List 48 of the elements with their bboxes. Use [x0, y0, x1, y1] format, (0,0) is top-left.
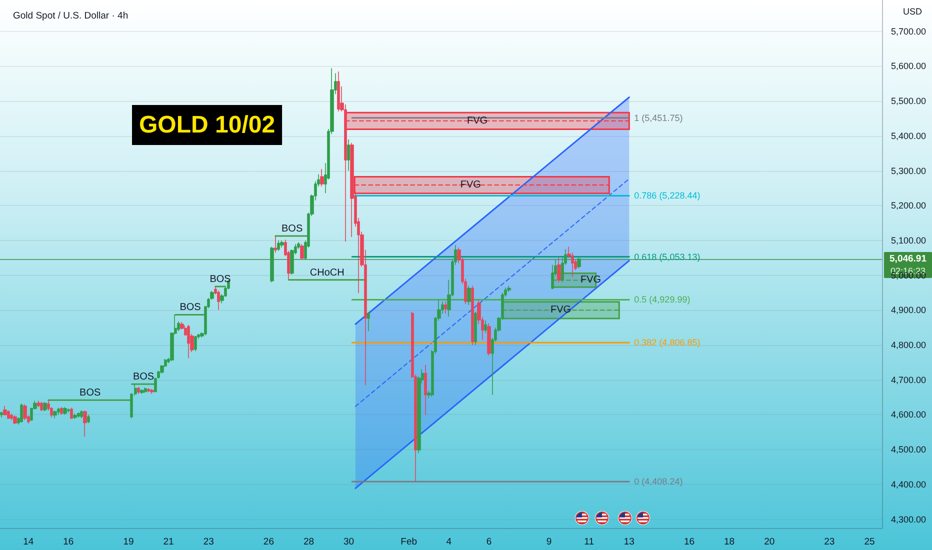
- x-tick-label: 20: [764, 536, 775, 548]
- annotation: BOS: [80, 388, 102, 399]
- y-tick-label: 4,400.00: [891, 479, 926, 490]
- y-tick-label: 5,500.00: [891, 96, 926, 106]
- series-label: 0.5 (4,929.99): [634, 294, 690, 305]
- x-tick-label: 18: [724, 536, 735, 548]
- x-tick-label: 19: [123, 536, 134, 548]
- x-tick-label: 16: [63, 536, 74, 548]
- annotation: CHoCH: [310, 267, 344, 278]
- x-tick-label: Feb: [400, 536, 418, 548]
- x-tick-label: 16: [684, 536, 695, 548]
- x-tick-label: 23: [203, 536, 214, 548]
- y-tick-label: 5,400.00: [891, 130, 926, 141]
- series-label: 1 (5,451.75): [634, 112, 683, 123]
- text: Gold Spot / U.S. Dollar · 4h: [13, 10, 128, 22]
- x-tick-label: 6: [486, 536, 492, 548]
- ref-line-label: 5,046.91: [890, 253, 928, 264]
- annotation: BOS: [132, 372, 154, 383]
- x-tick-label: 11: [584, 536, 594, 548]
- y-tick-label: 5,100.00: [891, 235, 926, 246]
- y-tick-label: 4,900.00: [891, 305, 926, 316]
- y-tick-label: 5,200.00: [891, 200, 926, 211]
- annotation: BOS: [281, 223, 303, 234]
- series-label: 0.382 (4,806.85): [634, 338, 700, 348]
- y-tick-label: 5,300.00: [891, 166, 926, 176]
- x-tick-label: 4: [446, 536, 452, 548]
- y-tick-label: 4,800.00: [891, 340, 926, 350]
- x-tick-label: 21: [163, 536, 174, 548]
- annotation: GOLD 10/02: [139, 112, 276, 138]
- y-tick-label: 4,500.00: [891, 444, 926, 455]
- x-tick-label: 26: [263, 536, 274, 548]
- y-tick-label: 4,700.00: [891, 374, 926, 385]
- y-tick-label: 4,300.00: [891, 514, 926, 524]
- x-tick-label: 14: [23, 536, 34, 548]
- annotation: BOS: [180, 302, 202, 314]
- y-tick-label: 5,600.00: [891, 61, 926, 72]
- y-tick-label: 5,700.00: [891, 26, 926, 36]
- x-tick-label: 25: [864, 536, 875, 548]
- series-label: 0.786 (5,228.44): [634, 190, 700, 201]
- annotation: BOS: [210, 274, 232, 285]
- x-tick-label: 9: [546, 536, 552, 548]
- x-tick-label: 28: [303, 536, 314, 548]
- x-tick-label: 30: [344, 536, 354, 548]
- x-tick-label: 13: [624, 536, 634, 548]
- series-label: 0 (4,408.24): [634, 476, 683, 487]
- y-axis-title: USD: [903, 6, 922, 16]
- y-tick-label: 4,600.00: [891, 410, 926, 420]
- x-tick-label: 23: [824, 536, 835, 548]
